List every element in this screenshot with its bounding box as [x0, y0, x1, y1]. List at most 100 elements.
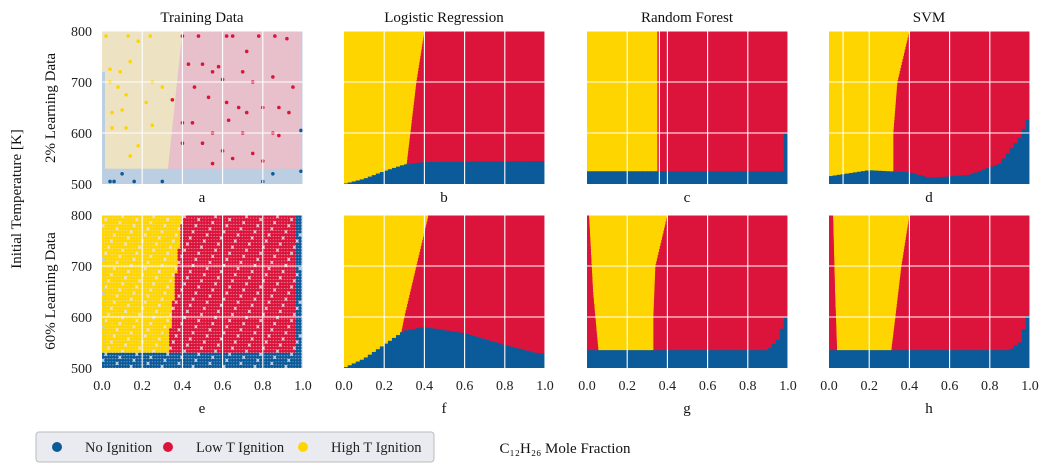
region-high-t-step: [102, 119, 173, 124]
point-dense: [129, 312, 133, 317]
region-high-t-step: [102, 82, 177, 87]
point-dense: [284, 322, 288, 326]
point-dense: [242, 270, 246, 274]
point-dense: [233, 331, 237, 335]
point-dense: [137, 227, 142, 231]
point-dense: [205, 276, 209, 280]
point-dense: [143, 352, 147, 356]
region-no-ignition-step: [476, 161, 481, 184]
point-dense: [287, 318, 291, 323]
region-no-ignition-step: [416, 162, 421, 184]
point-dense: [183, 239, 187, 243]
region-no-ignition-step: [703, 350, 708, 368]
point-dense: [154, 331, 159, 335]
region-high-t-step: [833, 220, 909, 225]
point-dense: [160, 346, 164, 350]
point-dense: [281, 273, 285, 277]
point-dense: [228, 254, 232, 258]
point-dense: [137, 282, 142, 286]
point-dense: [216, 217, 220, 222]
point-dense: [239, 215, 243, 219]
point-dense: [247, 352, 251, 356]
point-dense: [123, 322, 128, 326]
point-dense: [258, 358, 263, 362]
point-dense: [225, 364, 229, 368]
region-high-t-step: [834, 272, 901, 277]
region-no-ignition-step: [715, 171, 720, 184]
point-dense: [233, 230, 237, 234]
point-dense: [256, 227, 260, 231]
point-low-t: [287, 110, 291, 115]
point-dense: [298, 254, 302, 258]
point-dense: [247, 282, 251, 286]
point-dense: [126, 306, 130, 310]
point-dense: [273, 331, 277, 335]
point-dense: [216, 282, 220, 286]
point-dense: [107, 239, 111, 243]
point-dense: [146, 279, 150, 283]
point-dense: [219, 340, 223, 344]
point-dense: [267, 221, 271, 225]
point-dense: [273, 217, 277, 222]
point-dense: [149, 331, 153, 335]
point-dense: [284, 328, 288, 332]
point-dense: [188, 322, 192, 326]
region-no-ignition-step: [997, 163, 1003, 184]
point-dense: [104, 279, 108, 283]
point-dense: [137, 266, 142, 271]
point-dense: [278, 236, 282, 240]
point-dense: [222, 236, 226, 240]
point-dense: [273, 325, 277, 329]
point-dense: [104, 230, 108, 234]
point-dense: [208, 322, 212, 326]
point-dense: [250, 300, 254, 304]
point-dense: [211, 242, 215, 246]
point-dense: [216, 358, 220, 362]
point-dense: [284, 361, 288, 366]
point-dense: [126, 352, 130, 356]
point-dense: [270, 239, 274, 243]
region-high-t-step: [829, 82, 898, 87]
point-dense: [112, 279, 116, 283]
point-dense: [208, 312, 212, 317]
point-dense: [123, 248, 128, 252]
region-no-ignition-step: [727, 171, 733, 184]
point-dense: [242, 273, 246, 277]
point-dense: [183, 276, 187, 280]
point-dense: [287, 282, 291, 286]
panel-letter-e: e: [199, 401, 206, 417]
point-dense: [121, 224, 125, 228]
region-high-t-step: [102, 122, 173, 127]
point-dense: [197, 282, 201, 286]
point-dense: [160, 343, 164, 347]
region-no-ignition-step: [500, 344, 506, 368]
region-no-ignition-step: [739, 350, 745, 368]
point-dense: [137, 364, 142, 368]
point-dense: [236, 221, 240, 225]
region-high-t-step: [344, 107, 414, 111]
point-dense: [244, 288, 249, 292]
point-dense: [160, 328, 164, 332]
point-dense: [242, 285, 246, 289]
point-dense: [225, 297, 229, 301]
point-dense: [123, 340, 128, 344]
point-dense: [171, 215, 175, 219]
point-low-t: [291, 85, 295, 89]
point-dense: [284, 242, 288, 246]
point-dense: [157, 242, 161, 246]
point-dense: [213, 279, 218, 283]
point-dense: [230, 215, 235, 219]
point-dense: [242, 215, 246, 219]
region-high-t-step: [344, 162, 407, 166]
region-high-t-step: [835, 312, 896, 317]
region-no-ignition-step: [488, 340, 494, 368]
point-dense: [102, 303, 105, 307]
point-dense: [126, 285, 130, 289]
legend-label-low-t: Low T Ignition: [196, 440, 285, 456]
point-dense: [278, 266, 282, 271]
point-dense: [163, 355, 167, 359]
point-dense: [185, 337, 190, 341]
point-dense: [287, 227, 291, 231]
point-dense: [191, 217, 195, 222]
